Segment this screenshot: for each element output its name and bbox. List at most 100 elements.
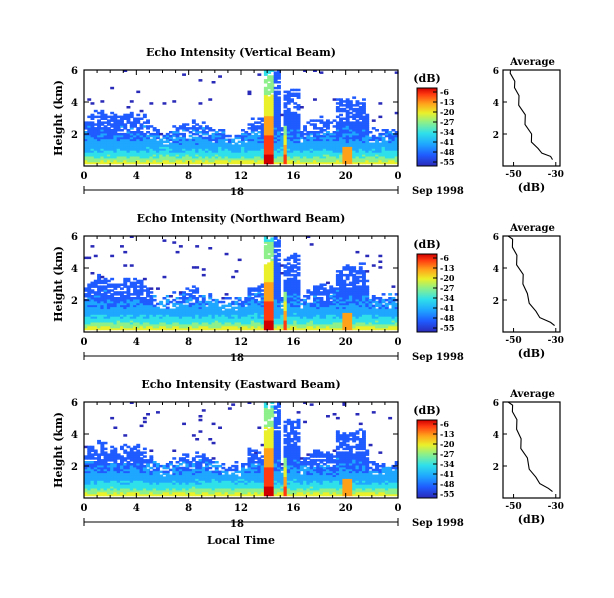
echo-cell <box>345 275 350 279</box>
echo-cell <box>103 486 108 489</box>
echo-cell <box>110 146 115 149</box>
echo-cell <box>277 129 281 132</box>
echo-cell <box>335 323 340 327</box>
echo-cell <box>178 136 183 140</box>
echo-cell <box>84 154 88 157</box>
panel-title: Echo Intensity (Vertical Beam) <box>146 46 336 59</box>
echo-cell <box>309 310 314 313</box>
echo-cell <box>198 102 203 105</box>
echo-cell <box>335 129 340 132</box>
echo-cell <box>178 325 183 329</box>
echo-cell <box>260 146 265 149</box>
echo-cell <box>283 102 288 105</box>
echo-cell <box>309 159 314 163</box>
echo-cell <box>136 478 141 481</box>
echo-cell <box>270 155 275 159</box>
echo-cell <box>244 298 249 302</box>
echo-cell <box>326 146 330 149</box>
echo-cell <box>378 310 383 313</box>
echo-cell <box>146 413 150 416</box>
echo-cell <box>381 155 386 159</box>
echo-cell <box>365 287 370 290</box>
echo-cell <box>237 321 242 325</box>
echo-cell <box>352 150 357 153</box>
echo-cell <box>362 297 366 300</box>
echo-cell <box>273 323 278 327</box>
echo-cell <box>100 127 105 130</box>
echo-cell <box>129 157 134 161</box>
echo-cell <box>257 302 262 306</box>
echo-cell <box>103 455 108 458</box>
echo-cell <box>169 150 173 153</box>
echo-cell <box>378 148 383 151</box>
echo-cell <box>293 129 298 132</box>
echo-cell <box>263 115 268 119</box>
echo-cell <box>260 161 265 165</box>
echo-cell <box>93 123 98 126</box>
echo-cell <box>273 132 278 136</box>
echo-cell <box>175 161 180 165</box>
echo-cell <box>84 314 88 317</box>
echo-cell <box>303 312 307 315</box>
echo-cell <box>218 318 222 321</box>
echo-cell <box>139 463 144 466</box>
echo-cell <box>146 491 150 495</box>
echo-cell <box>322 300 327 304</box>
echo-cell <box>247 310 252 313</box>
echo-cell <box>257 293 262 296</box>
echo-cell <box>342 136 347 140</box>
echo-cell <box>152 134 157 138</box>
echo-cell <box>120 457 124 460</box>
echo-cell <box>348 325 353 329</box>
echo-cell <box>267 131 272 134</box>
echo-cell <box>126 468 131 472</box>
echo-cell <box>391 306 396 310</box>
echo-cell <box>283 312 288 315</box>
echo-cell <box>263 247 268 250</box>
echo-cell <box>97 314 101 317</box>
echo-cell <box>198 146 203 149</box>
echo-cell <box>191 129 196 132</box>
echo-cell <box>316 152 321 155</box>
echo-cell <box>218 138 222 142</box>
echo-cell <box>123 316 128 319</box>
echo-cell <box>152 155 157 159</box>
echo-cell <box>84 150 88 153</box>
echo-cell <box>277 318 281 321</box>
echo-cell <box>348 306 353 310</box>
echo-cell <box>247 154 252 157</box>
echo-cell <box>293 119 298 122</box>
echo-cell <box>113 297 118 300</box>
echo-cell <box>93 136 98 140</box>
echo-cell <box>299 136 304 140</box>
echo-cell <box>273 129 278 132</box>
echo-cell <box>283 132 288 136</box>
echo-cell <box>103 279 108 283</box>
echo-cell <box>368 131 373 134</box>
echo-cell <box>273 281 278 285</box>
echo-cell <box>110 302 115 306</box>
echo-cell <box>283 316 288 319</box>
echo-cell <box>97 441 101 445</box>
echo-cell <box>348 152 353 155</box>
echo-cell <box>103 470 108 474</box>
echo-cell <box>159 157 164 161</box>
echo-cell <box>348 144 353 147</box>
echo-cell <box>277 131 281 134</box>
echo-cell <box>362 306 366 310</box>
echo-cell <box>313 312 317 315</box>
echo-cell <box>165 310 170 313</box>
echo-cell <box>178 157 183 161</box>
echo-cell <box>93 472 98 476</box>
echo-cell <box>280 318 285 321</box>
echo-cell <box>381 152 386 155</box>
echo-cell <box>316 325 321 329</box>
echo-cell <box>306 134 311 138</box>
echo-cell <box>205 318 209 321</box>
echo-cell <box>191 150 196 153</box>
echo-cell <box>162 102 167 105</box>
echo-cell <box>175 129 180 132</box>
echo-cell <box>231 161 236 165</box>
echo-cell <box>391 150 396 153</box>
echo-cell <box>97 127 101 130</box>
